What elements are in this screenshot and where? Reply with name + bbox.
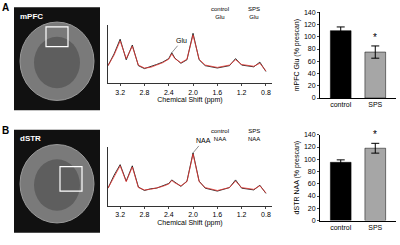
svg-text:Chemical Shift (ppm): Chemical Shift (ppm): [157, 219, 222, 227]
svg-text:0: 0: [312, 94, 316, 101]
svg-text:120: 120: [304, 143, 316, 150]
svg-text:SPS: SPS: [368, 101, 382, 108]
svg-text:1.2: 1.2: [237, 89, 247, 96]
svg-text:SPSGlu: SPSGlu: [248, 6, 260, 20]
svg-text:mPFC: mPFC: [20, 12, 43, 21]
svg-text:1.6: 1.6: [212, 89, 222, 96]
svg-text:100: 100: [304, 156, 316, 163]
svg-text:2.4: 2.4: [164, 89, 174, 96]
svg-text:80: 80: [308, 45, 316, 52]
svg-text:*: *: [373, 129, 377, 140]
svg-text:0.8: 0.8: [261, 211, 271, 218]
svg-text:*: *: [373, 32, 377, 43]
svg-text:0: 0: [312, 217, 316, 224]
svg-text:mPFC Glu (% prescan): mPFC Glu (% prescan): [293, 19, 301, 91]
svg-text:dSTR: dSTR: [20, 134, 41, 143]
svg-text:Chemical Shift (ppm): Chemical Shift (ppm): [157, 96, 222, 104]
svg-text:20: 20: [308, 205, 316, 212]
svg-text:2.0: 2.0: [188, 89, 198, 96]
svg-text:2.8: 2.8: [140, 211, 150, 218]
svg-text:120: 120: [304, 21, 316, 28]
svg-text:1.6: 1.6: [212, 211, 222, 218]
svg-text:3.2: 3.2: [115, 211, 125, 218]
svg-text:20: 20: [308, 82, 316, 89]
svg-text:SPSNAA: SPSNAA: [248, 128, 260, 142]
svg-text:A: A: [2, 2, 9, 13]
svg-text:NAA: NAA: [196, 137, 211, 144]
svg-text:60: 60: [308, 58, 316, 65]
svg-text:controlGlu: controlGlu: [211, 6, 229, 20]
svg-text:2.4: 2.4: [164, 211, 174, 218]
svg-text:2.8: 2.8: [140, 89, 150, 96]
svg-text:3.2: 3.2: [115, 89, 125, 96]
svg-text:controlNAA: controlNAA: [211, 128, 229, 142]
svg-text:140: 140: [304, 9, 316, 16]
svg-text:1.2: 1.2: [237, 211, 247, 218]
svg-text:40: 40: [308, 70, 316, 77]
svg-text:40: 40: [308, 192, 316, 199]
svg-text:2.0: 2.0: [188, 211, 198, 218]
svg-text:140: 140: [304, 131, 316, 138]
svg-text:80: 80: [308, 168, 316, 175]
svg-text:60: 60: [308, 180, 316, 187]
svg-text:B: B: [2, 125, 9, 136]
svg-text:SPS: SPS: [368, 224, 382, 231]
svg-text:0.8: 0.8: [261, 89, 271, 96]
svg-text:control: control: [330, 224, 351, 231]
svg-text:dSTR NAA (% prescan): dSTR NAA (% prescan): [293, 141, 301, 215]
svg-text:control: control: [330, 101, 351, 108]
svg-text:100: 100: [304, 33, 316, 40]
svg-text:Glu: Glu: [176, 37, 187, 44]
